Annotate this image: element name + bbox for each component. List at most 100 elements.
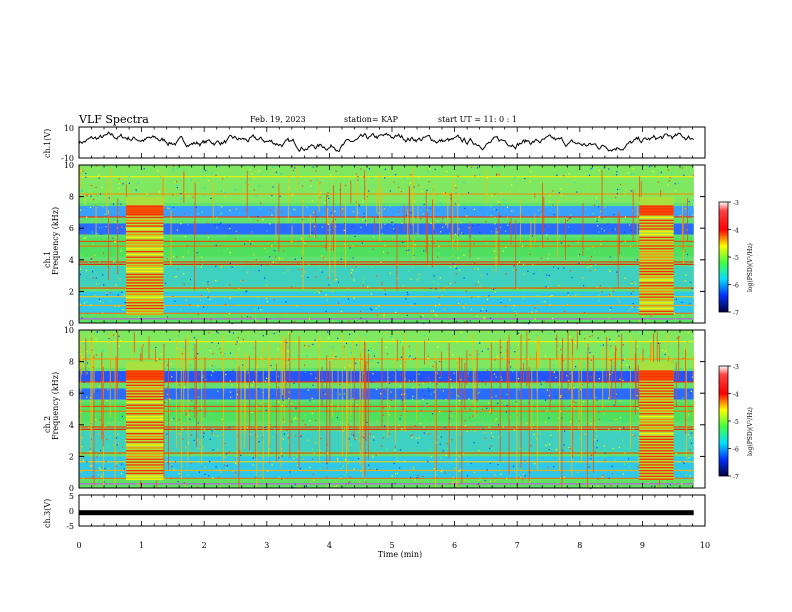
noise-speck — [118, 335, 120, 337]
noise-speck — [418, 477, 420, 479]
noise-speck — [356, 404, 358, 406]
noise-speck — [479, 174, 481, 176]
noise-speck — [612, 290, 614, 292]
noise-speck — [678, 338, 680, 340]
noise-speck — [638, 320, 641, 322]
noise-speck — [413, 468, 415, 470]
noise-speck — [506, 478, 508, 480]
noise-speck — [205, 179, 207, 181]
burst-line — [639, 387, 674, 389]
noise-speck — [496, 173, 498, 175]
noise-speck — [228, 225, 230, 227]
noise-speck — [667, 346, 669, 348]
noise-speck — [584, 338, 586, 340]
noise-speck — [469, 408, 471, 410]
noise-speck — [462, 233, 464, 235]
noise-speck — [490, 408, 492, 410]
noise-speck — [485, 383, 487, 385]
spectral-line — [79, 405, 694, 408]
noise-speck — [664, 353, 666, 356]
noise-speck — [192, 196, 194, 198]
noise-speck — [497, 203, 499, 205]
burst-line — [125, 467, 164, 469]
noise-speck — [597, 225, 599, 227]
noise-speck — [394, 446, 396, 448]
noise-speck — [221, 434, 223, 436]
noise-speck — [622, 379, 624, 382]
noise-speck — [583, 312, 586, 314]
noise-speck — [98, 174, 100, 176]
noise-speck — [598, 411, 600, 413]
noise-speck — [327, 478, 329, 480]
noise-speck — [90, 258, 92, 260]
burst-line — [125, 302, 164, 304]
noise-speck — [489, 462, 491, 464]
noise-speck — [410, 212, 412, 214]
noise-speck — [494, 287, 496, 289]
noise-speck — [192, 348, 194, 350]
noise-speck — [257, 219, 259, 222]
sferic-streak — [396, 339, 398, 361]
noise-speck — [362, 201, 364, 203]
noise-speck — [137, 483, 139, 485]
xtick-label: 6 — [452, 541, 457, 550]
noise-speck — [280, 173, 282, 175]
noise-speck — [457, 175, 459, 177]
noise-speck — [94, 317, 96, 319]
noise-speck — [684, 478, 686, 480]
noise-speck — [190, 462, 192, 464]
noise-speck — [351, 225, 353, 227]
noise-speck — [506, 216, 509, 218]
noise-speck — [545, 421, 547, 423]
burst-line — [125, 458, 164, 460]
noise-speck — [381, 284, 383, 286]
noise-speck — [175, 334, 177, 336]
noise-speck — [481, 350, 483, 352]
noise-speck — [595, 197, 598, 199]
noise-speck — [293, 193, 295, 196]
noise-speck — [183, 482, 185, 484]
noise-speck — [567, 303, 569, 305]
noise-speck — [287, 332, 289, 334]
noise-speck — [343, 429, 346, 431]
noise-speck — [633, 179, 635, 181]
noise-speck — [117, 294, 119, 296]
noise-speck — [100, 233, 102, 235]
noise-speck — [690, 442, 693, 444]
noise-speck — [196, 475, 198, 477]
noise-speck — [452, 354, 454, 356]
noise-speck — [257, 216, 259, 218]
noise-speck — [248, 332, 250, 334]
noise-speck — [446, 289, 448, 291]
noise-speck — [219, 486, 221, 488]
noise-speck — [521, 214, 523, 216]
burst-line — [639, 398, 674, 401]
noise-speck — [180, 193, 182, 195]
noise-speck — [172, 168, 174, 170]
noise-speck — [553, 214, 555, 216]
noise-speck — [481, 481, 483, 484]
noise-speck — [584, 215, 586, 217]
noise-speck — [86, 372, 88, 374]
noise-speck — [221, 484, 224, 486]
sferic-streak — [571, 337, 573, 477]
noise-speck — [260, 264, 262, 266]
noise-speck — [114, 241, 116, 243]
noise-speck — [435, 232, 437, 235]
noise-speck — [389, 205, 391, 207]
noise-speck — [336, 485, 338, 487]
noise-speck — [492, 332, 494, 334]
noise-speck — [500, 397, 502, 399]
noise-speck — [209, 311, 211, 313]
noise-speck — [406, 314, 408, 316]
noise-speck — [439, 377, 441, 379]
noise-speck — [315, 419, 317, 422]
noise-speck — [281, 405, 284, 407]
noise-speck — [307, 276, 309, 278]
noise-speck — [248, 216, 250, 218]
noise-speck — [235, 472, 237, 474]
noise-speck — [355, 266, 357, 268]
noise-speck — [574, 179, 576, 181]
noise-speck — [198, 195, 200, 197]
noise-speck — [524, 460, 526, 462]
